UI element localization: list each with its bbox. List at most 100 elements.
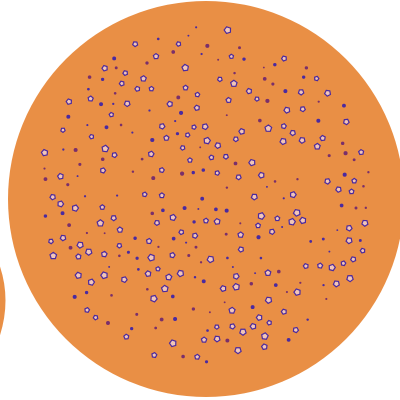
pentagon-dot <box>232 272 240 280</box>
pentagon-dot <box>359 247 366 254</box>
pentagon-dot <box>116 226 124 233</box>
small-dot <box>277 269 281 274</box>
pentagon-dot <box>84 248 93 256</box>
pentagon-dot <box>328 263 337 272</box>
pentagon-dot <box>289 129 296 137</box>
pentagon-dot <box>166 100 173 108</box>
small-dot <box>191 307 196 311</box>
pentagon-dot <box>123 333 130 340</box>
small-dot <box>304 66 309 70</box>
pentagon-dot <box>145 237 153 245</box>
pentagon-dot <box>260 343 268 351</box>
small-dot <box>342 172 347 177</box>
small-dot <box>339 203 344 208</box>
small-dot <box>116 194 119 197</box>
pentagon-dot <box>280 122 288 130</box>
small-dot <box>100 77 105 81</box>
small-dot <box>151 176 156 181</box>
pentagon-dot <box>213 335 221 343</box>
pentagon-dot <box>203 136 212 145</box>
small-dot <box>103 232 106 235</box>
small-dot <box>87 87 90 91</box>
small-dot <box>187 253 191 257</box>
small-dot <box>175 132 180 136</box>
pentagon-dot <box>182 84 189 91</box>
small-dot <box>60 211 65 216</box>
small-dot <box>367 171 370 174</box>
pentagon-dot <box>76 241 84 249</box>
small-dot <box>262 66 265 69</box>
pentagon-dot <box>181 63 189 72</box>
small-dot <box>171 236 176 241</box>
small-dot <box>119 123 123 127</box>
small-dot <box>197 208 200 210</box>
pentagon-dot <box>234 347 242 355</box>
small-dot <box>150 211 155 216</box>
small-dot <box>258 118 262 123</box>
small-dot <box>358 239 362 242</box>
small-dot <box>100 157 105 162</box>
small-dot <box>225 338 230 343</box>
small-dot <box>118 254 121 258</box>
pentagon-dot <box>213 324 220 330</box>
small-dot <box>193 276 197 279</box>
pentagon-dot <box>279 137 287 146</box>
small-dot <box>140 157 144 161</box>
small-dot <box>192 220 196 224</box>
pentagon-dot <box>351 177 358 184</box>
small-dot <box>131 131 134 134</box>
pentagon-dot <box>214 170 221 176</box>
small-dot <box>283 89 288 94</box>
small-dot <box>181 354 185 359</box>
pentagon-dot <box>158 192 166 199</box>
small-dot <box>112 102 115 105</box>
pentagon-dot <box>257 212 266 221</box>
pentagon-dot <box>293 288 301 297</box>
small-dot <box>135 256 139 260</box>
small-dot <box>306 318 309 321</box>
pentagon-dot <box>118 80 125 87</box>
small-dot <box>342 103 346 108</box>
pentagon-dot <box>214 142 222 150</box>
pentagon-dot <box>335 186 342 193</box>
small-dot <box>217 58 220 61</box>
small-dot <box>325 297 328 301</box>
small-dot <box>249 282 254 286</box>
small-dot <box>254 272 257 275</box>
small-dot <box>354 206 358 210</box>
small-dot <box>146 287 149 291</box>
pentagon-dot <box>274 215 281 222</box>
pentagon-dot <box>191 124 197 130</box>
pentagon-dot <box>56 172 64 180</box>
small-dot <box>259 256 263 260</box>
pentagon-dot <box>299 106 307 113</box>
pentagon-dot <box>292 326 300 334</box>
pentagon-dot <box>342 118 350 126</box>
pentagon-dot <box>101 250 108 258</box>
small-dot <box>126 250 130 254</box>
pentagon-dot <box>302 262 309 270</box>
small-dot <box>271 82 275 86</box>
pentagon-dot <box>317 262 324 269</box>
pentagon-dot <box>159 166 166 174</box>
pentagon-dot <box>144 270 152 278</box>
small-dot <box>239 222 242 225</box>
pentagon-dot <box>235 174 242 181</box>
small-dot <box>364 206 367 210</box>
pentagon-dot <box>121 276 128 284</box>
pentagon-dot <box>232 282 240 291</box>
pentagon-dot <box>101 144 110 153</box>
pentagon-dot <box>261 332 269 340</box>
small-dot <box>299 281 302 284</box>
small-dot <box>206 329 209 332</box>
pentagon-dot <box>254 96 260 102</box>
small-dot <box>114 66 118 70</box>
pentagon-dot <box>49 251 58 260</box>
small-dot <box>179 110 184 115</box>
pentagon-dot <box>84 306 91 314</box>
small-dot <box>43 177 48 182</box>
pentagon-dot <box>202 217 210 224</box>
pentagon-dot <box>116 242 123 249</box>
pentagon-dot <box>216 76 223 83</box>
